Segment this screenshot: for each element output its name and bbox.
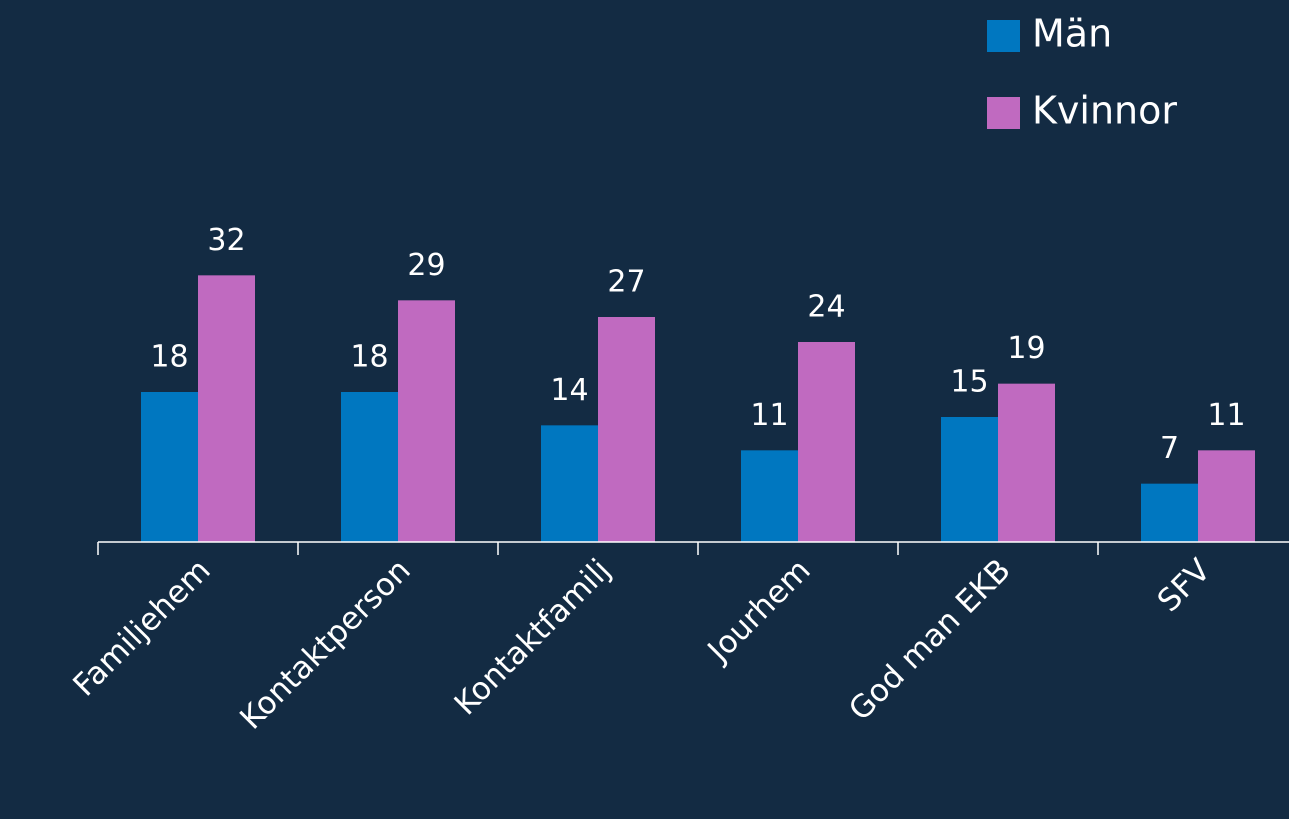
x-tick-label: Jourhem (700, 552, 818, 670)
x-tick-label: Kontaktfamilj (448, 552, 618, 722)
x-tick-label: Familjehem (66, 552, 217, 703)
legend-label: Kvinnor (1032, 89, 1177, 133)
data-label: 14 (550, 373, 588, 408)
legend-label: Män (1032, 12, 1112, 56)
bar (1141, 483, 1198, 542)
bar (541, 425, 598, 542)
legend-swatch (987, 20, 1020, 52)
data-label: 32 (207, 223, 245, 258)
x-tick-label: God man EKB (842, 552, 1018, 728)
bar (198, 275, 255, 542)
bar (798, 342, 855, 542)
data-label: 18 (350, 340, 388, 375)
bar (998, 383, 1055, 542)
bar (598, 317, 655, 542)
bar (941, 417, 998, 542)
data-label: 29 (407, 248, 445, 283)
bar (341, 392, 398, 542)
data-label: 27 (607, 265, 645, 300)
legend-swatch (987, 97, 1020, 129)
data-label: 11 (1207, 398, 1245, 433)
data-label: 7 (1160, 431, 1179, 466)
x-tick-label: Kontaktperson (233, 552, 417, 736)
x-tick-label: SFV (1151, 552, 1218, 619)
data-label: 18 (150, 340, 188, 375)
bar (741, 450, 798, 542)
bar (141, 392, 198, 542)
data-label: 24 (807, 290, 845, 325)
bar (398, 300, 455, 542)
bar (1198, 450, 1255, 542)
data-label: 11 (750, 398, 788, 433)
data-label: 19 (1007, 331, 1045, 366)
data-label: 15 (950, 365, 988, 400)
